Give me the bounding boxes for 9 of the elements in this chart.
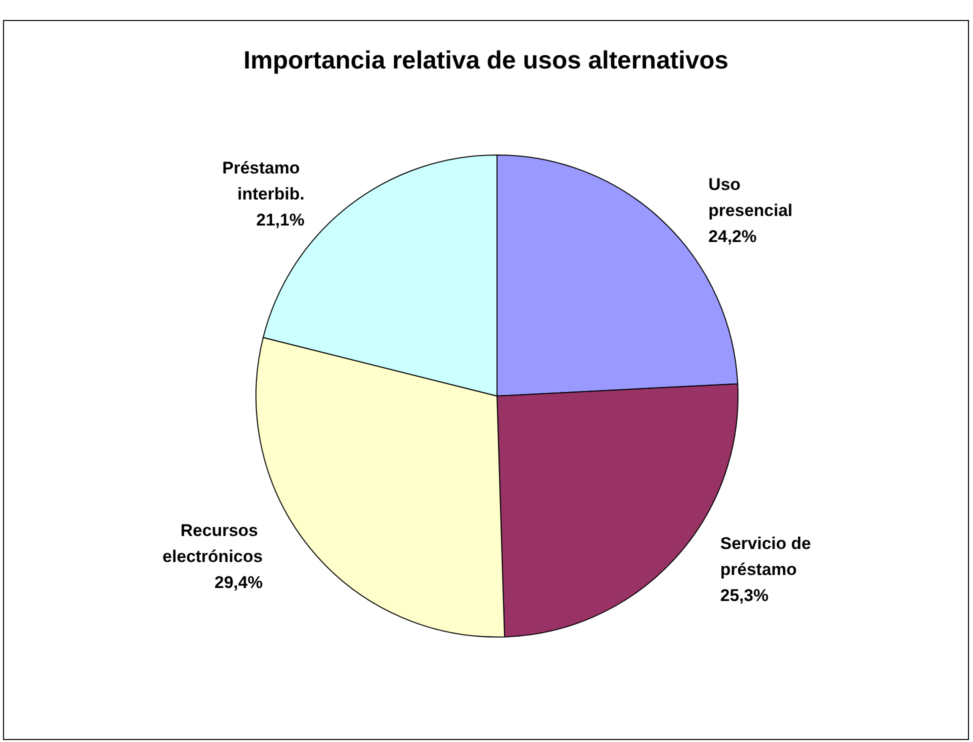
slice-label: Uso presencial xyxy=(708,174,793,220)
slice-label: Recursos electrónicos xyxy=(162,521,263,566)
slice-label: Servicio de préstamo xyxy=(720,534,816,579)
data-label: 24,2% xyxy=(708,226,757,246)
data-label: 25,3% xyxy=(720,586,768,605)
data-label: 21,1% xyxy=(256,210,304,230)
slice-label: Préstamo interbib. xyxy=(222,158,304,204)
chart-title: Importancia relativa de usos alternativos xyxy=(244,46,728,74)
data-label: 29,4% xyxy=(214,573,263,592)
